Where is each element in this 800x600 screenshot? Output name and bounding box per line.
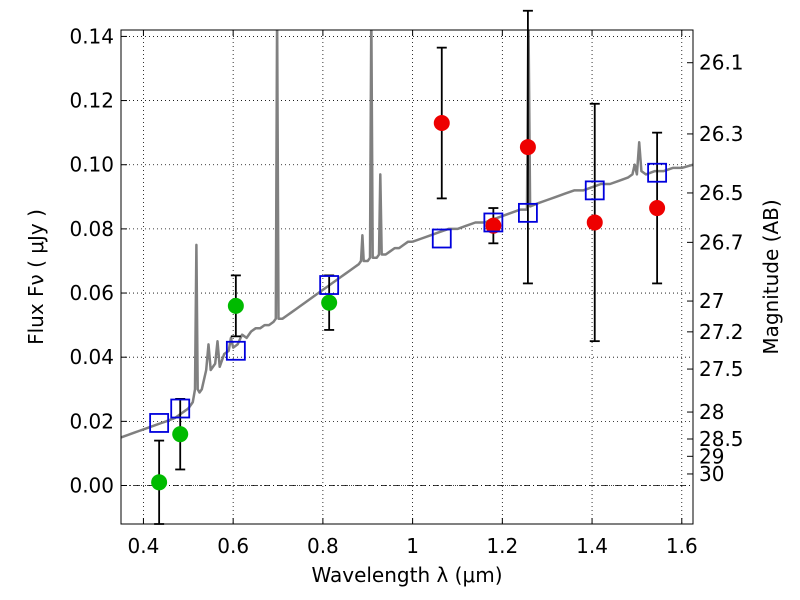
magnitude-tick-label: 27 [699, 289, 724, 313]
y-axis-label: Flux Fν ( μJy ) [24, 209, 48, 345]
y-axis-ticks: 0.00 0.02 0.04 0.06 0.08 0.10 0.12 0.14 [69, 24, 127, 498]
x-tick-label: 1.4 [576, 534, 608, 558]
y-tick-label: 0.12 [69, 89, 114, 113]
data-point [649, 200, 666, 217]
data-point [519, 139, 536, 156]
model-flux-square [225, 340, 246, 361]
y-tick-label: 0.06 [69, 281, 114, 305]
model-flux-square [319, 275, 340, 295]
model-flux-square [170, 398, 191, 419]
data-point [151, 474, 168, 491]
model-flux-square [149, 413, 170, 433]
magnitude-tick-label: 27.2 [699, 320, 744, 344]
magnitude-tick-label: 26.3 [699, 122, 744, 146]
magnitude-tick-label: 28.5 [699, 427, 744, 451]
x-tick-label: 1.6 [666, 534, 698, 558]
data-point [433, 115, 450, 132]
data-point [321, 294, 338, 311]
magnitude-tick-label: 30 [699, 462, 724, 486]
x-tick-label: 1.2 [486, 534, 518, 558]
x-axis-ticks: 0.4 0.6 0.8 1 1.2 1.4 1.6 [128, 30, 698, 558]
data-point [485, 217, 502, 234]
y-tick-label: 0.10 [69, 153, 114, 177]
model-spectrum-line [121, 30, 693, 439]
x-tick-label: 0.4 [128, 534, 160, 558]
spectrum-layer [121, 30, 693, 439]
marker-layer [149, 115, 668, 491]
data-point [172, 426, 189, 443]
model-flux-square [584, 180, 605, 201]
y-tick-label: 0.02 [69, 409, 114, 433]
y-tick-label: 0.04 [69, 345, 114, 369]
data-point [586, 214, 603, 231]
model-flux-square [431, 228, 452, 249]
data-point [227, 297, 244, 314]
magnitude-tick-label: 26.1 [699, 51, 744, 75]
y-tick-label: 0.08 [69, 217, 114, 241]
model-flux-square [518, 202, 538, 223]
x-axis-label: Wavelength λ (μm) [311, 563, 502, 587]
magnitude-tick-label: 29 [699, 444, 724, 468]
model-flux-square [483, 212, 504, 233]
y-tick-label: 0.14 [69, 24, 114, 48]
magnitude-tick-label: 28 [699, 400, 724, 424]
y-tick-label: 0.00 [69, 474, 114, 498]
model-flux-square [647, 162, 668, 183]
magnitude-tick-label: 26.7 [699, 230, 744, 254]
x-tick-label: 0.8 [307, 534, 339, 558]
magnitude-tick-label: 27.5 [699, 357, 744, 381]
x-tick-label: 1 [406, 534, 419, 558]
magnitude-tick-label: 26.5 [699, 181, 744, 205]
plot-area [121, 30, 693, 524]
magnitude-axis-label: Magnitude (AB) [759, 199, 783, 354]
x-tick-label: 0.6 [217, 534, 249, 558]
plot-frame [120, 29, 694, 525]
